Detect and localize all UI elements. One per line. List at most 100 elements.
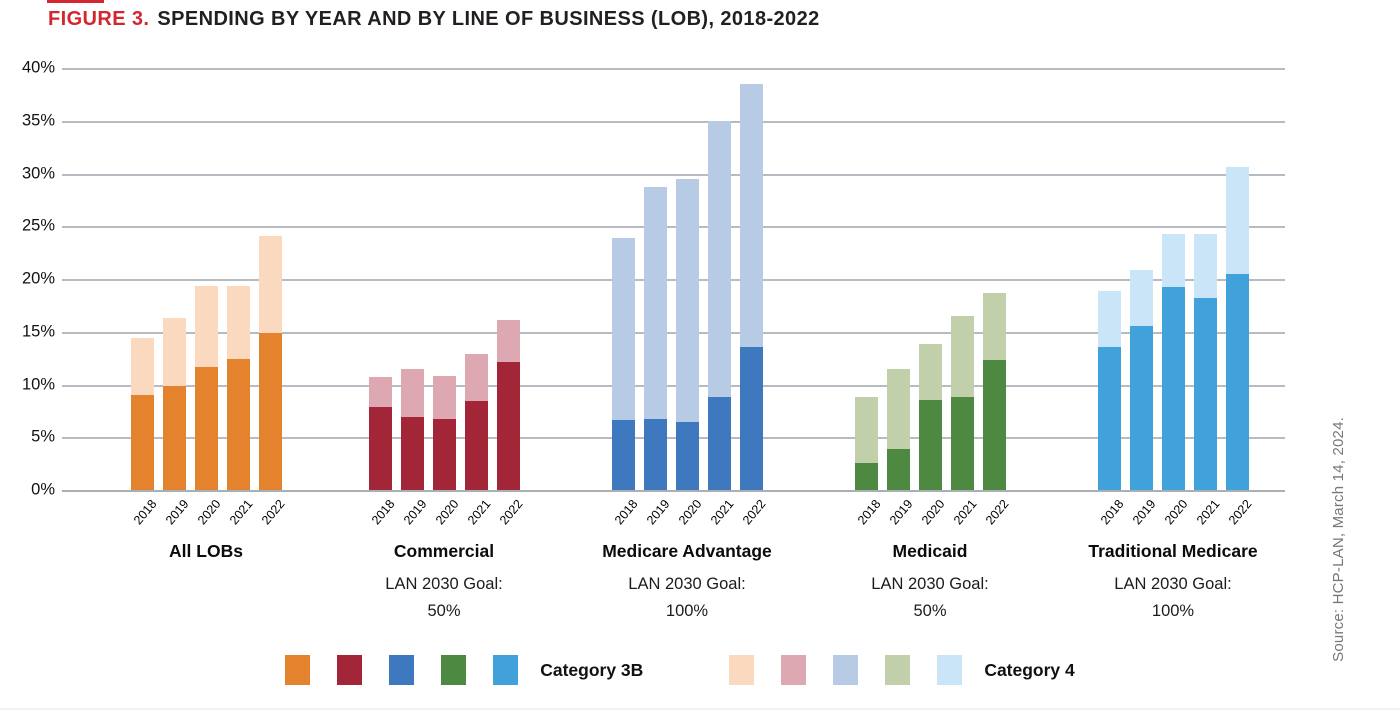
bar-group-medicare-advantage: 2018 2019 2020 2021 2022 Medicare Advantage LA… bbox=[602, 68, 772, 620]
x-axis-year-label: 2018 bbox=[1097, 497, 1127, 528]
lan-goal-label: LAN 2030 Goal: 50% bbox=[324, 571, 565, 625]
legend-swatch bbox=[833, 655, 859, 685]
gridline bbox=[62, 490, 1285, 492]
legend-swatch bbox=[781, 655, 807, 685]
y-tick-label: 20% bbox=[21, 269, 55, 288]
bar-group-medicaid: 2018 2019 2020 2021 2022 Medicaid LAN 2030 Goa… bbox=[854, 68, 1011, 620]
stacked-bar-2021 bbox=[1193, 233, 1217, 490]
stacked-bar-2018 bbox=[854, 397, 878, 490]
group-label: Commercial bbox=[393, 541, 495, 561]
figure-title: FIGURE 3. SPENDING BY YEAR AND BY LINE OF… bbox=[48, 8, 820, 31]
x-axis-year-label: 2020 bbox=[918, 497, 948, 528]
gridline bbox=[62, 68, 1285, 70]
group-label: Medicaid bbox=[892, 541, 968, 561]
legend-swatch bbox=[441, 655, 467, 685]
bar-segment-category-3b bbox=[226, 359, 250, 490]
plot-area: 2018 2019 2020 2021 2022 All LOBs 2018 2019 2020… bbox=[62, 68, 1285, 620]
bar-segment-category-4 bbox=[162, 318, 186, 386]
legend-swatch bbox=[885, 655, 911, 685]
lan-goal-label: LAN 2030 Goal: 100% bbox=[1053, 571, 1294, 625]
stacked-bar-2020 bbox=[1161, 233, 1185, 490]
bar-segment-category-4 bbox=[1193, 233, 1217, 298]
x-axis-year-label: 2020 bbox=[675, 497, 705, 528]
bottom-divider bbox=[0, 708, 1400, 710]
x-axis-year-label: 2018 bbox=[854, 497, 884, 528]
goal-value: 100% bbox=[1151, 602, 1195, 620]
bar-segment-category-4 bbox=[1161, 233, 1185, 288]
gridline bbox=[62, 226, 1285, 229]
bar-segment-category-3b bbox=[464, 401, 488, 490]
stacked-bar-2019 bbox=[886, 368, 910, 490]
bar-segment-category-3b bbox=[739, 346, 763, 490]
legend-swatch bbox=[493, 655, 519, 685]
bar-segment-category-4 bbox=[982, 292, 1006, 361]
gridline bbox=[62, 384, 1285, 387]
legend-swatch bbox=[937, 655, 963, 685]
stacked-bar-2018 bbox=[368, 377, 392, 490]
bar-segment-category-3b bbox=[611, 420, 635, 490]
x-axis-year-label: 2019 bbox=[886, 497, 916, 528]
y-tick-label: 40% bbox=[21, 58, 55, 77]
bar-group-commercial: 2018 2019 2020 2021 2022 Commercial LAN 2030 G… bbox=[368, 68, 525, 620]
goal-value: 50% bbox=[427, 602, 461, 620]
stacked-bar-2022 bbox=[258, 235, 282, 490]
bar-segment-category-3b bbox=[950, 397, 974, 490]
bar-segment-category-3b bbox=[432, 419, 456, 490]
gridline bbox=[62, 120, 1285, 123]
legend-swatch bbox=[389, 655, 415, 685]
bar-segment-category-4 bbox=[918, 344, 942, 401]
bar-segment-category-3b bbox=[886, 448, 910, 490]
bar-segment-category-3b bbox=[675, 422, 699, 490]
x-axis-year-label: 2019 bbox=[1129, 497, 1159, 528]
bar-segment-category-4 bbox=[400, 368, 424, 418]
x-axis-year-label: 2021 bbox=[950, 497, 980, 528]
bar-segment-category-4 bbox=[1097, 290, 1121, 347]
bar-group-all-lobs: 2018 2019 2020 2021 2022 All LOBs bbox=[130, 68, 287, 561]
x-axis-year-label: 2022 bbox=[258, 497, 288, 528]
bar-group-traditional-medicare: 2018 2019 2020 2021 2022 Traditional Medicare… bbox=[1088, 68, 1258, 620]
stacked-bar-2020 bbox=[432, 376, 456, 490]
bar-segment-category-4 bbox=[226, 286, 250, 360]
x-axis-year-label: 2020 bbox=[432, 497, 462, 528]
bar-segment-category-3b bbox=[982, 360, 1006, 490]
bar-segment-category-4 bbox=[611, 237, 635, 421]
goal-value: 50% bbox=[913, 602, 947, 620]
bar-segment-category-3b bbox=[258, 332, 282, 490]
stacked-bar-2021 bbox=[464, 353, 488, 490]
stacked-bar-2021 bbox=[707, 120, 731, 490]
legend-swatch bbox=[285, 655, 311, 685]
x-axis-year-label: 2019 bbox=[400, 497, 430, 528]
legend-category-3b-label: Category 3B bbox=[540, 659, 644, 680]
bar-segment-category-4 bbox=[950, 315, 974, 398]
group-label: Traditional Medicare bbox=[1088, 541, 1258, 561]
y-tick-label: 0% bbox=[31, 480, 55, 499]
x-axis-year-label: 2019 bbox=[643, 497, 673, 528]
bar-segment-category-4 bbox=[368, 377, 392, 407]
figure-label: FIGURE 3. bbox=[48, 8, 150, 30]
bar-segment-category-3b bbox=[368, 406, 392, 490]
stacked-bar-2021 bbox=[226, 286, 250, 490]
x-axis-year-label: 2022 bbox=[982, 497, 1012, 528]
stacked-bar-2019 bbox=[1129, 269, 1153, 490]
stacked-bar-2020 bbox=[918, 344, 942, 490]
bar-segment-category-4 bbox=[1225, 167, 1249, 274]
goal-value: 100% bbox=[665, 602, 709, 620]
bar-segment-category-3b bbox=[1225, 273, 1249, 490]
bar-segment-category-4 bbox=[464, 353, 488, 402]
y-tick-label: 10% bbox=[21, 375, 55, 393]
group-label: All LOBs bbox=[169, 541, 243, 561]
y-tick-label: 30% bbox=[21, 164, 55, 182]
gridline bbox=[62, 437, 1285, 440]
stacked-bar-2021 bbox=[950, 315, 974, 490]
bar-segment-category-4 bbox=[707, 120, 731, 398]
figure-title-text: SPENDING BY YEAR AND BY LINE OF BUSINESS… bbox=[157, 8, 820, 30]
y-axis: 0% 5% 10% 15% 20% 25% 30% 35% 40% bbox=[0, 59, 55, 499]
bar-segment-category-3b bbox=[162, 385, 186, 490]
bar-segment-category-3b bbox=[1129, 326, 1153, 490]
x-axis-year-label: 2021 bbox=[707, 497, 737, 528]
goal-text: LAN 2030 Goal: bbox=[385, 575, 503, 593]
bar-segment-category-3b bbox=[1193, 298, 1217, 490]
stacked-bar-2018 bbox=[1097, 290, 1121, 490]
bar-segment-category-3b bbox=[854, 462, 878, 490]
stacked-bar-2018 bbox=[611, 237, 635, 490]
